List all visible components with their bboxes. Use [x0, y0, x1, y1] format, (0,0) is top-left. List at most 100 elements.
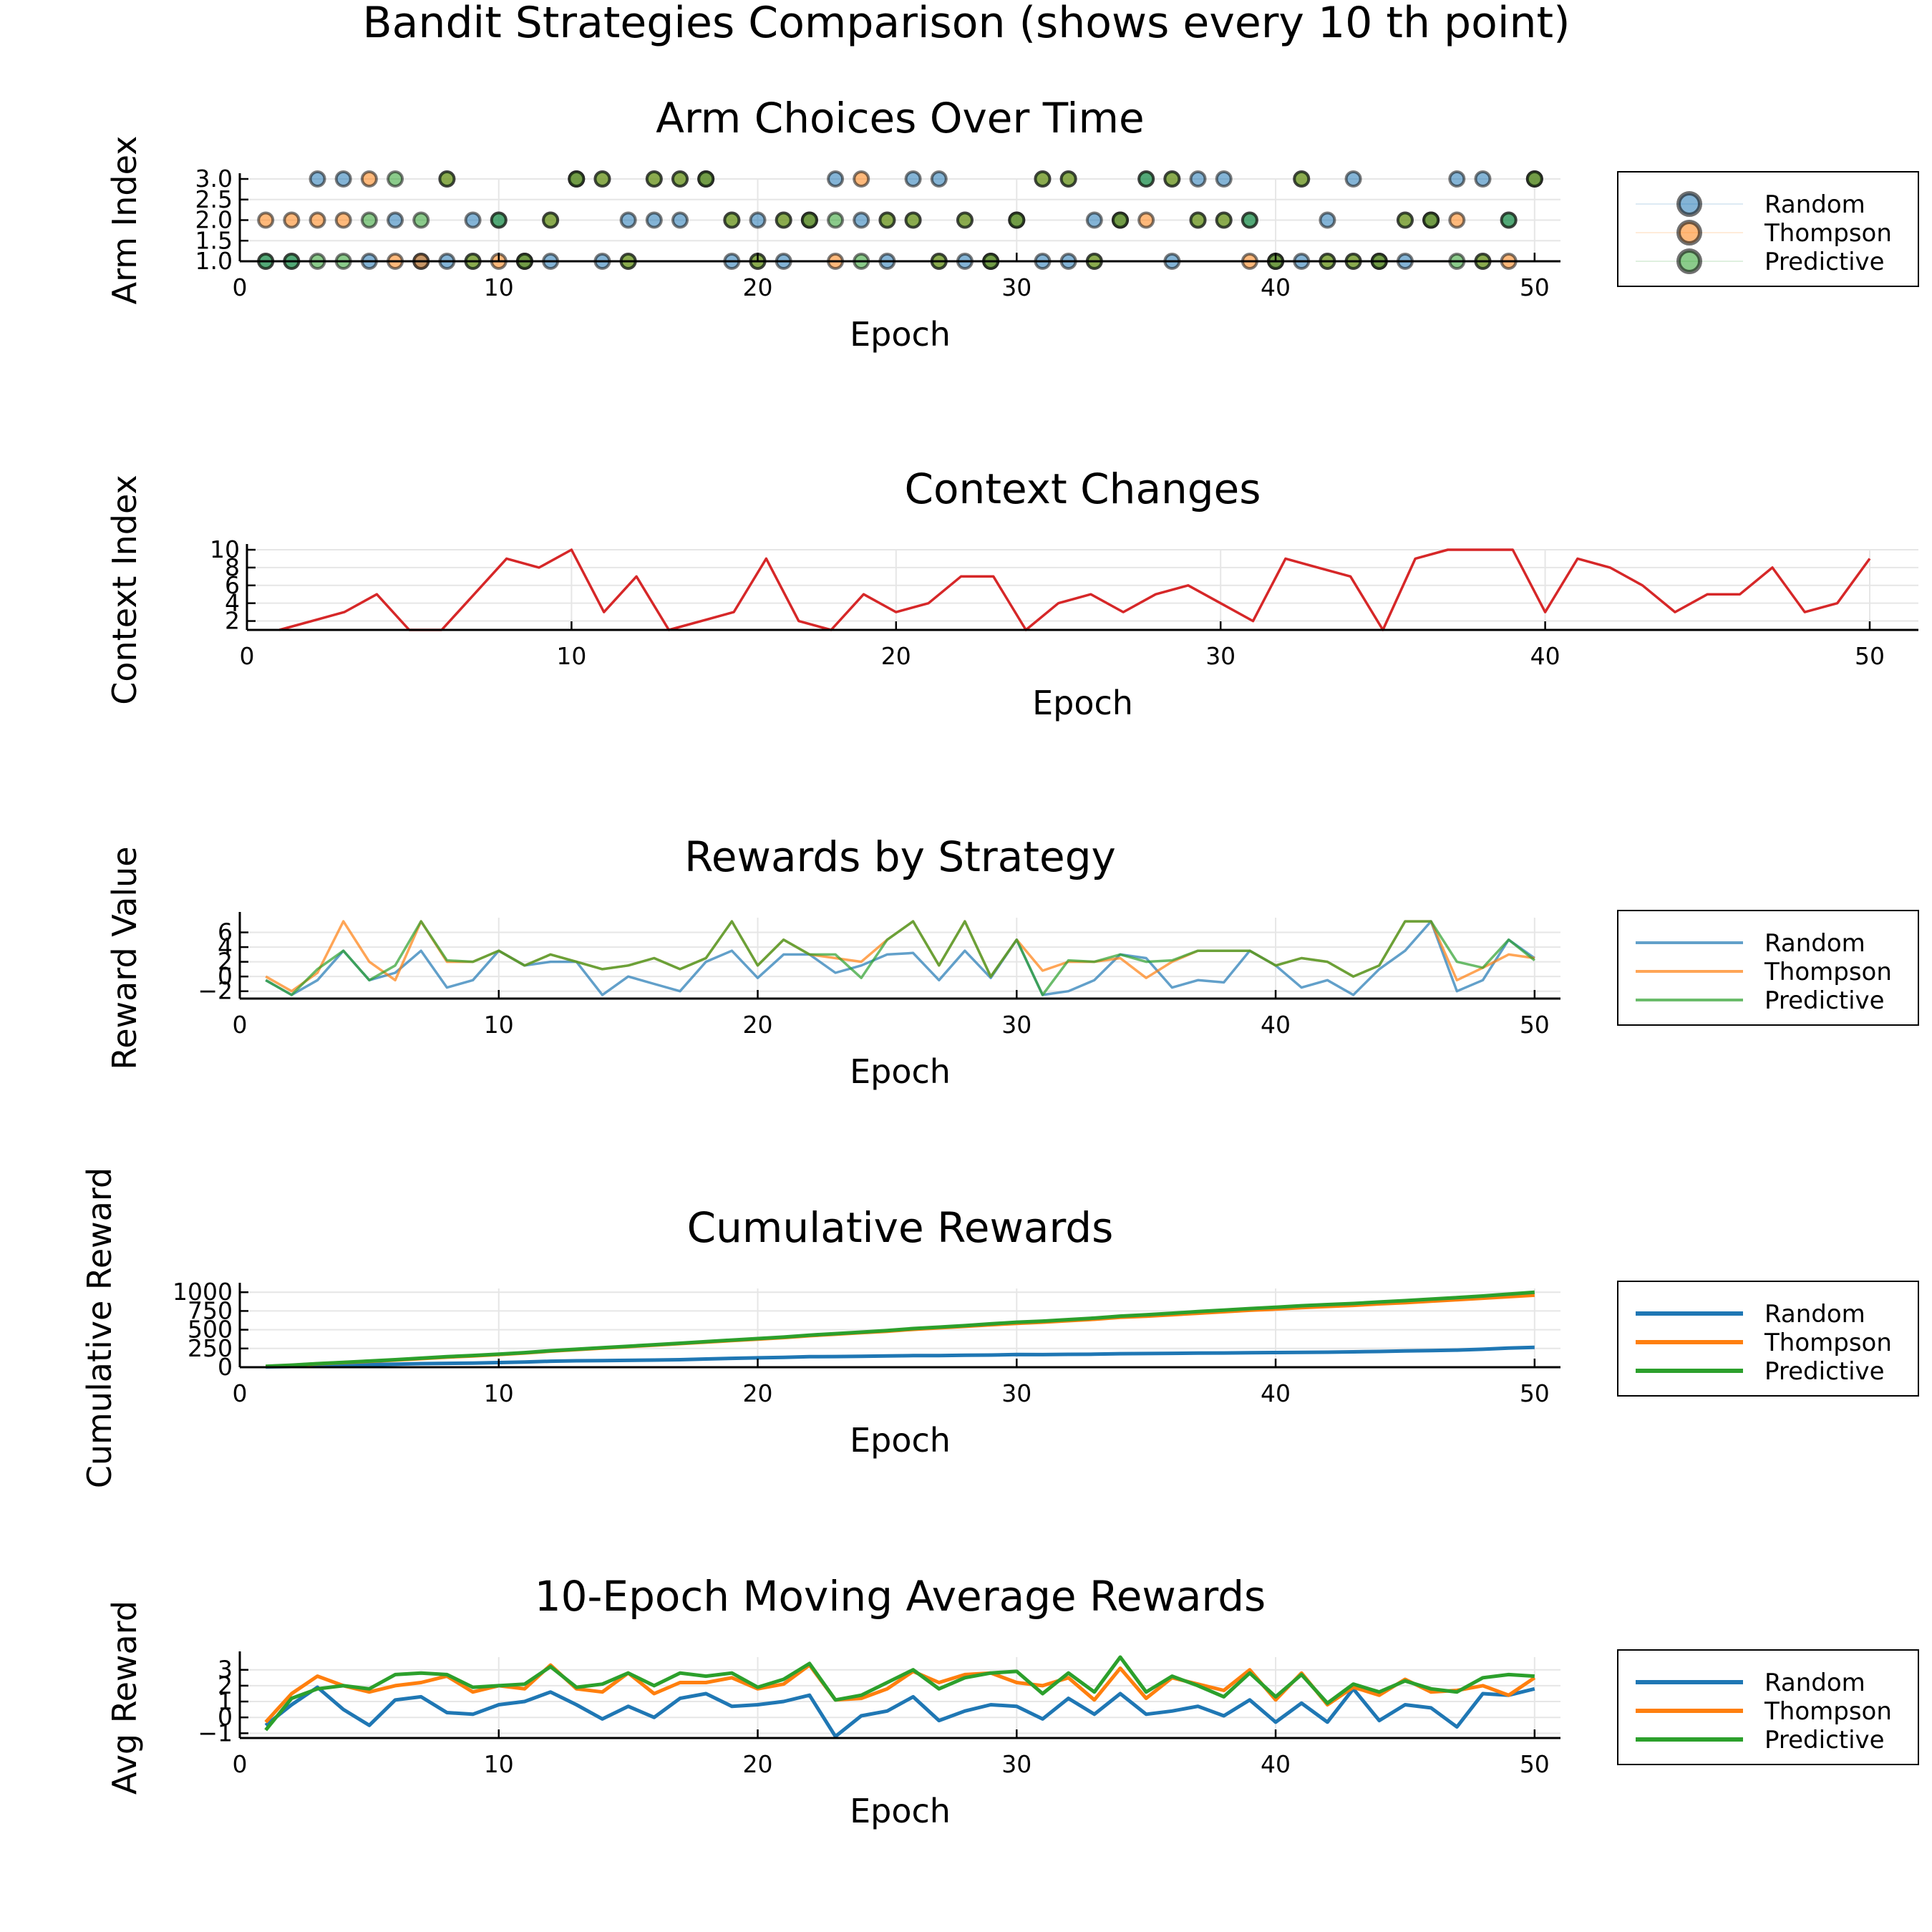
x-tick-label: 20 [743, 273, 773, 301]
y-tick-label: 1.0 [195, 247, 233, 275]
scatter-point [800, 211, 818, 229]
x-tick-label: 10 [556, 642, 586, 670]
scatter-point [723, 211, 741, 229]
subplot-title: 10-Epoch Moving Average Rewards [535, 1572, 1266, 1621]
y-tick-label: 3 [218, 1656, 233, 1684]
series-line-context [278, 548, 1871, 631]
x-axis-label: Epoch [1032, 684, 1133, 722]
scatter-point [1525, 170, 1543, 188]
scatter-point [1215, 211, 1233, 229]
scatter-point [645, 170, 663, 188]
y-tick-label: 750 [188, 1296, 233, 1324]
y-tick-label: 0 [218, 962, 233, 990]
y-tick-label: 2.5 [195, 185, 233, 213]
x-tick-label: 0 [233, 1379, 248, 1407]
scatter-point [1189, 211, 1207, 229]
scatter-point [387, 170, 404, 188]
scatter-point [1448, 170, 1466, 188]
legend-label: Predictive [1764, 986, 1885, 1015]
legend-label: Thompson [1764, 1697, 1892, 1726]
scatter-point [878, 211, 896, 229]
chart-arm: 0 10 20 30 40 50 1.01.52.02.53.0 Arm Choices Ov… [105, 94, 1919, 354]
x-tick-label: 30 [1205, 642, 1236, 670]
y-tick-label: 1 [218, 1687, 233, 1715]
scatter-point [412, 211, 430, 229]
x-tick-label: 40 [1261, 1750, 1291, 1778]
y-tick-label: 250 [188, 1334, 233, 1362]
scatter-point [956, 211, 974, 229]
scatter-point [1163, 170, 1181, 188]
y-tick-label: 2.0 [195, 206, 233, 234]
x-tick-label: 40 [1261, 1011, 1291, 1039]
y-axis-label: Context Index [105, 475, 144, 704]
y-tick-label: 10 [210, 535, 240, 563]
legend-label: Predictive [1764, 1726, 1885, 1754]
y-tick-label: 6 [218, 918, 233, 946]
scatter-point [671, 170, 689, 188]
x-tick-label: 0 [233, 1011, 248, 1039]
x-tick-label: 30 [1001, 1379, 1031, 1407]
x-tick-label: 30 [1001, 1750, 1031, 1778]
y-axis-label: Cumulative Reward [80, 1168, 119, 1488]
scatter-point [334, 211, 352, 229]
scatter-point [360, 170, 378, 188]
x-tick-label: 10 [484, 1379, 514, 1407]
scatter-point [1085, 211, 1103, 229]
scatter-point [827, 170, 845, 188]
x-tick-label: 0 [233, 1750, 248, 1778]
scatter-point [1059, 170, 1077, 188]
scatter-point [1034, 170, 1052, 188]
x-tick-label: 50 [1520, 273, 1550, 301]
subplot-title: Arm Choices Over Time [656, 94, 1144, 142]
x-axis-label: Epoch [850, 1792, 951, 1830]
x-tick-label: 0 [240, 642, 255, 670]
scatter-point [283, 211, 301, 229]
legend-marker [1676, 191, 1702, 217]
legend-label: Random [1764, 929, 1865, 958]
y-tick-label: 4 [218, 933, 233, 961]
x-tick-label: 10 [484, 273, 514, 301]
y-axis-label: Reward Value [105, 846, 144, 1069]
legend-label: Thompson [1764, 958, 1892, 986]
scatter-point [309, 170, 326, 188]
legend-label: Random [1764, 1669, 1865, 1697]
series-line-predictive [266, 1290, 1535, 1369]
legend-label: Predictive [1764, 248, 1885, 276]
scatter-point [593, 170, 611, 188]
scatter-point [749, 211, 767, 229]
x-tick-label: 0 [233, 273, 248, 301]
scatter-point [387, 211, 404, 229]
legend-box [1617, 910, 1919, 1026]
y-tick-label: 1.5 [195, 226, 233, 254]
scatter-point [1448, 211, 1466, 229]
y-tick-label: −1 [198, 1719, 233, 1747]
scatter-point [309, 211, 326, 229]
x-axis-label: Epoch [850, 1421, 951, 1460]
x-tick-label: 40 [1530, 642, 1560, 670]
scatter-point [1319, 211, 1336, 229]
y-tick-label: 4 [225, 589, 240, 617]
x-tick-label: 20 [743, 1011, 773, 1039]
x-axis-label: Epoch [850, 1052, 951, 1091]
legend-box [1617, 1649, 1919, 1765]
y-tick-label: 8 [225, 553, 240, 581]
legend-box [1617, 171, 1919, 287]
series-line-random [266, 1345, 1535, 1369]
x-tick-label: 40 [1261, 273, 1291, 301]
x-axis-label: Epoch [850, 315, 951, 354]
scatter-point [904, 211, 922, 229]
x-tick-label: 10 [484, 1750, 514, 1778]
scatter-point [775, 211, 792, 229]
legend-marker [1676, 248, 1702, 274]
legend-label: Random [1764, 190, 1865, 219]
x-tick-label: 20 [743, 1379, 773, 1407]
y-tick-label: 0 [218, 1703, 233, 1731]
subplot-title: Cumulative Rewards [687, 1203, 1114, 1252]
scatter-point [904, 170, 922, 188]
